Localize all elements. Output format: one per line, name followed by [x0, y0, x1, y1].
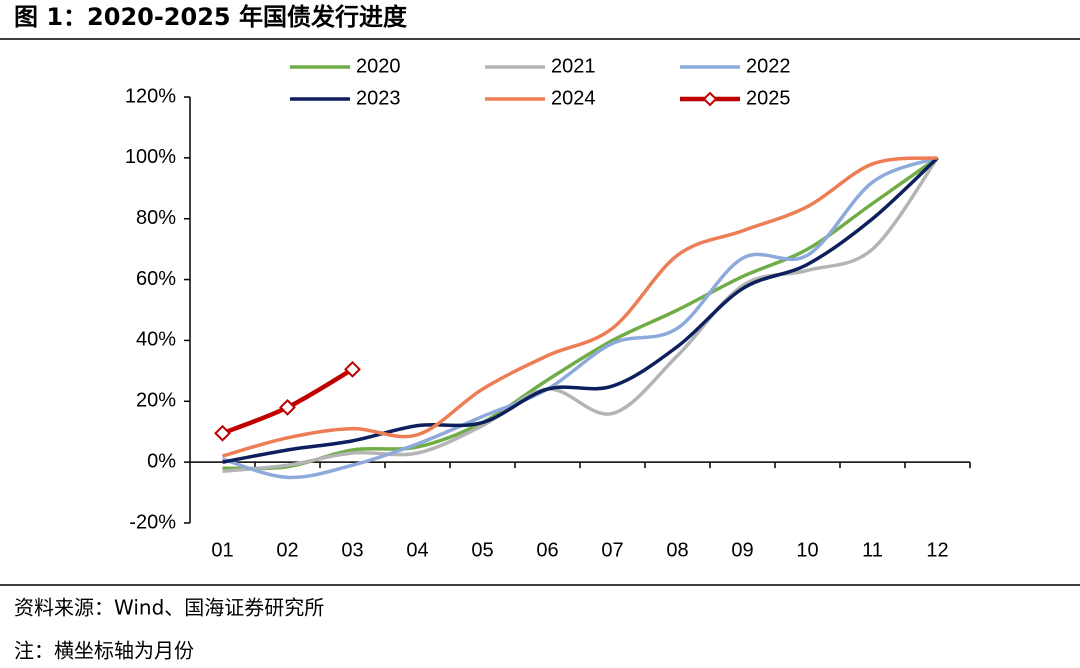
x-tick-label: 07 [601, 539, 623, 561]
point-marker [279, 398, 296, 416]
y-tick-label: 100% [125, 146, 176, 168]
x-tick-label: 09 [731, 539, 753, 561]
series-line [222, 156, 939, 464]
legend-label: 2025 [746, 87, 791, 109]
note: 注：横坐标轴为月份 [14, 639, 194, 663]
legend-marker [702, 91, 718, 107]
x-tick-label: 02 [276, 539, 298, 561]
point-marker [344, 360, 361, 378]
x-tick-label: 12 [926, 539, 948, 561]
x-tick-label: 06 [536, 539, 558, 561]
x-tick-label: 01 [211, 539, 233, 561]
y-tick-label: 20% [136, 390, 176, 412]
x-tick-label: 03 [341, 539, 363, 561]
series-line [222, 156, 939, 474]
y-tick-label: 60% [136, 268, 176, 290]
x-tick-label: 08 [666, 539, 688, 561]
series-line [222, 156, 939, 471]
point-marker [214, 424, 231, 442]
legend-label: 2020 [356, 55, 401, 77]
x-tick-label: 10 [796, 539, 818, 561]
source: 资料来源：Wind、国海证券研究所 [14, 596, 324, 620]
x-tick-label: 11 [862, 539, 883, 561]
legend-label: 2022 [746, 55, 791, 77]
x-tick-label: 05 [471, 539, 493, 561]
x-tick-label: 04 [406, 539, 428, 561]
y-tick-label: 80% [136, 207, 176, 229]
chart-title: 图 1：2020-2025 年国债发行进度 [14, 3, 408, 31]
y-tick-label: 40% [136, 329, 176, 351]
legend-label: 2023 [356, 87, 401, 109]
legend-label: 2021 [551, 55, 596, 77]
y-tick-label: 0% [147, 450, 176, 472]
y-tick-label: -20% [129, 511, 176, 533]
y-tick-label: 120% [125, 85, 176, 107]
legend-label: 2024 [551, 87, 596, 109]
series-line [222, 156, 939, 480]
series-line [222, 156, 938, 458]
